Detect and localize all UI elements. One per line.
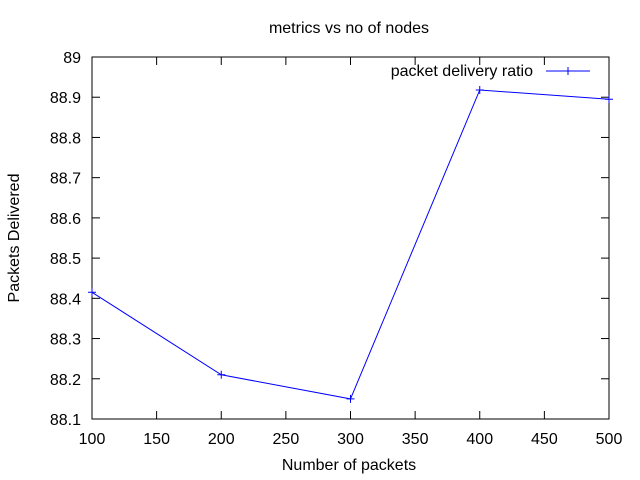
x-tick-label: 150: [143, 431, 170, 448]
data-point-marker: [605, 95, 613, 104]
x-tick-label: 300: [337, 431, 364, 448]
x-tick-label: 200: [208, 431, 235, 448]
y-tick-label: 89: [63, 50, 81, 67]
data-point-marker: [475, 85, 484, 94]
y-axis-label: Packets Delivered: [6, 174, 23, 303]
x-tick-label: 250: [273, 431, 300, 448]
y-tick-label: 88.8: [50, 130, 81, 147]
data-point-marker: [346, 394, 355, 403]
x-tick-label: 350: [402, 431, 429, 448]
x-tick-label: 400: [466, 431, 493, 448]
legend: packet delivery ratio: [391, 63, 590, 80]
x-axis-label: Number of packets: [282, 457, 416, 474]
x-tick-label: 500: [596, 431, 623, 448]
y-tick-label: 88.9: [50, 90, 81, 107]
y-tick-label: 88.5: [50, 251, 81, 268]
data-point-marker: [217, 370, 226, 379]
y-tick-label: 88.4: [50, 291, 81, 308]
data-point-marker: [88, 288, 96, 297]
plot-frame: [91, 56, 610, 420]
y-tick-label: 88.3: [50, 332, 81, 349]
legend-marker: [564, 67, 572, 75]
series-layer: [88, 85, 613, 403]
x-axis: 100 150 200 250 300 350 400 450 500: [79, 57, 623, 448]
x-tick-label: 450: [531, 431, 558, 448]
series-line: [91, 89, 610, 400]
x-tick-label: 100: [79, 431, 106, 448]
legend-label: packet delivery ratio: [391, 63, 533, 80]
y-tick-label: 88.1: [50, 412, 81, 429]
y-tick-label: 88.7: [50, 171, 81, 188]
y-tick-label: 88.6: [50, 211, 81, 228]
y-axis: 88.1 88.2 88.3 88.4 88.5 88.6 88.7 88.8 88.9 89: [50, 50, 609, 429]
y-tick-label: 88.2: [50, 372, 81, 389]
chart-title: metrics vs no of nodes: [269, 20, 429, 37]
